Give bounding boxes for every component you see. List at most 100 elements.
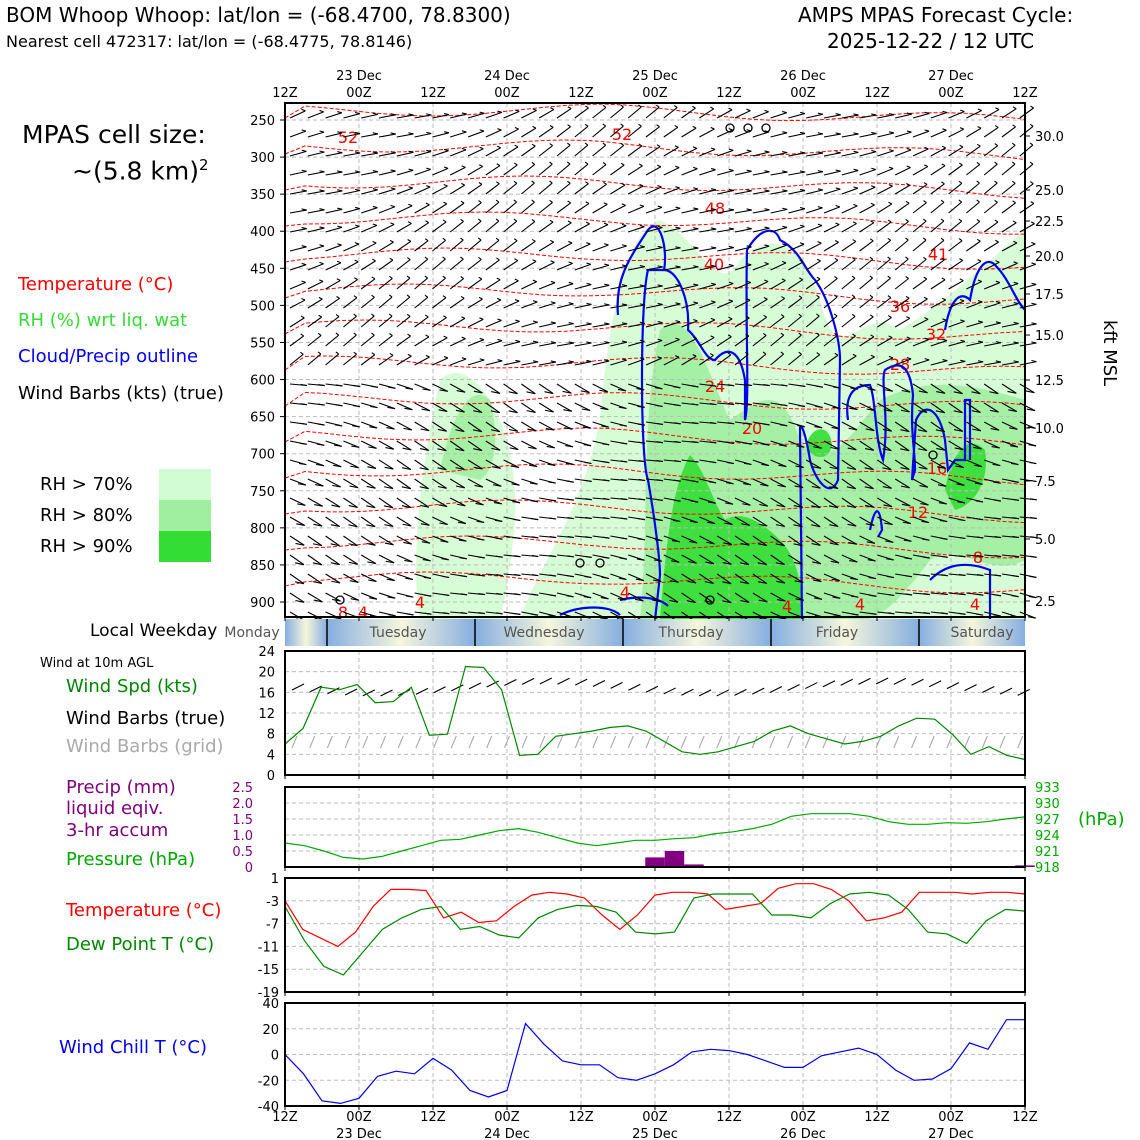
wind-barb-flag (349, 580, 359, 583)
wind-barb-flag (834, 332, 838, 336)
wind-barb (592, 304, 610, 309)
wind-barb (592, 125, 606, 138)
wind-barb (592, 183, 607, 195)
wind-barb (378, 241, 394, 252)
wind-barb-flag (955, 465, 964, 469)
wind-barb-flag (973, 446, 982, 450)
wind-barb-flag (692, 354, 697, 357)
wind-barb (414, 336, 430, 347)
wind-barb (539, 342, 556, 347)
wind-barb-flag (923, 574, 930, 577)
wind-barb-grid (486, 735, 493, 749)
wind-barb (717, 149, 734, 157)
wind-barb (645, 246, 663, 252)
wind-barb (503, 421, 519, 432)
wind-barb (574, 303, 592, 309)
wind-barb (841, 554, 858, 563)
wind-barb (788, 573, 804, 583)
windchill-tick: -40 (258, 1100, 279, 1115)
wind-barb (449, 383, 466, 393)
wind-barb-flag (1012, 142, 1016, 146)
wind-barb-flag (585, 181, 589, 185)
wind-barb-flag (906, 147, 912, 151)
wind-barb (805, 459, 822, 469)
wind-barb-flag (476, 520, 485, 524)
wind-barb-flag (953, 429, 963, 432)
wind-barb-flag (707, 501, 716, 504)
wind-barb-flag (960, 109, 965, 113)
wind-barb-flag (584, 555, 592, 558)
wind-barb (805, 592, 823, 600)
wind-barb (770, 112, 787, 119)
wind-barb-flag (709, 384, 717, 387)
wind-barb-flag (564, 427, 573, 430)
wind-barb-flag (746, 149, 752, 152)
wind-barb-flag (656, 479, 663, 482)
wind-barb (627, 125, 642, 138)
wind-barb (823, 459, 839, 470)
wind-barb-flag (460, 575, 468, 578)
wind-barb (592, 360, 610, 366)
wind-barb-flag (638, 441, 646, 444)
wind-barb-flag (443, 166, 449, 169)
wind-barb-flag (1030, 536, 1037, 539)
wind-barb (823, 114, 841, 119)
wind-barb-flag (425, 334, 430, 338)
wind-barb-true (964, 684, 977, 692)
wind-barb-grid (415, 735, 422, 749)
wind-barb (1001, 402, 1018, 412)
wind-barb (503, 360, 521, 366)
wind-barb (325, 353, 339, 366)
wind-barb (912, 440, 928, 452)
wind-barb (467, 440, 483, 452)
wind-barb (1001, 323, 1019, 328)
wind-barb (307, 209, 325, 214)
day-label-top: 23 Dec (336, 69, 382, 84)
wind-barb-flag (851, 275, 856, 279)
wind-barb-flag (764, 189, 770, 192)
wind-barb (895, 149, 912, 157)
wind-barb-flag (442, 237, 446, 241)
wind-barb-flag (582, 426, 591, 429)
temperature-contour-label: 32 (926, 325, 946, 344)
wind-barb-flag (727, 441, 735, 444)
wind-speed-tick: 16 (258, 686, 275, 701)
wind-barb (467, 298, 483, 309)
wind-barb (574, 361, 592, 366)
wind-barb-flag (976, 554, 984, 558)
temperature-contour-label: 4 (415, 593, 425, 612)
wind-barb-true (291, 683, 305, 691)
wind-barb (770, 280, 786, 290)
temperature-contour (284, 427, 1026, 446)
wind-barb-flag (497, 318, 502, 321)
wind-barb-flag (426, 167, 431, 170)
wind-barb (859, 535, 876, 544)
wind-barb-flag (586, 322, 592, 325)
wind-barb-flag (670, 560, 680, 563)
wind-barb (378, 478, 394, 490)
rh-70-label: RH > 70% (40, 474, 133, 495)
wind-barb (360, 592, 378, 600)
calm-wind-circle (928, 450, 938, 460)
wind-barb-flag (548, 594, 557, 597)
wind-barb (610, 204, 626, 214)
wind-barb-flag (301, 208, 307, 211)
wind-barb (556, 283, 574, 290)
wind-barb (841, 259, 856, 271)
wind-barb (592, 144, 607, 157)
wind-barb (948, 383, 963, 395)
wind-barb (930, 459, 946, 469)
wind-barb (841, 402, 858, 411)
wind-barb-true (645, 685, 659, 693)
wind-barb (325, 459, 342, 468)
wind-barb (325, 244, 342, 252)
wind-barb-flag (740, 600, 750, 603)
wind-barb-flag (424, 612, 432, 615)
wind-barb-flag (330, 524, 340, 528)
wind-barb-flag (638, 498, 646, 501)
wind-barb (289, 190, 307, 195)
wind-barb-flag (1013, 302, 1019, 305)
wind-barb-flag (636, 558, 645, 561)
wind-barb-flag (568, 341, 574, 344)
wind-barb-flag (941, 592, 948, 596)
